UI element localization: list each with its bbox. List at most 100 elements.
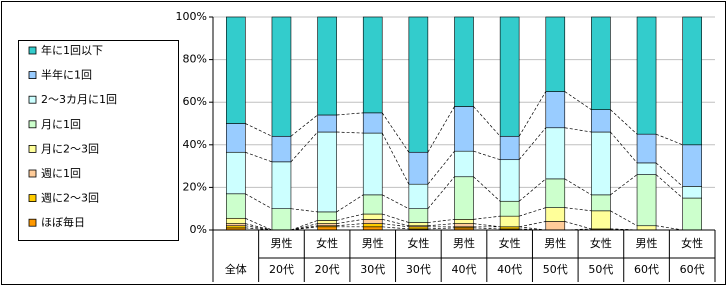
x-tick-label: 50代 [588,263,613,276]
bar-segment [454,223,474,228]
series-line [336,194,364,213]
x-tick-label: 女性 [590,236,612,250]
bar-segment [362,16,383,114]
legend-box [18,40,179,241]
bar-segment [591,109,611,133]
legend-label: 半年に1回 [41,68,92,82]
bar-segment [499,200,520,217]
bar-segment [499,159,520,202]
bar-segment [408,183,429,210]
bar-segment [226,16,246,124]
series-line [290,223,318,231]
bar-segment [454,150,474,178]
bar-segment [682,144,702,187]
series-line [382,226,409,230]
bar-segment [226,123,246,153]
series-line [382,219,409,227]
legend-label: 週に1回 [41,167,81,180]
legend-label: 2〜3カ月に1回 [41,93,117,106]
series-line [610,210,638,227]
bar-segment [545,178,566,208]
bar-segment [636,133,657,164]
series-line [336,213,364,221]
x-tick-label: 40代 [497,263,522,276]
bar-segment [682,186,702,199]
series-line [245,193,273,210]
x-tick-label: 男性 [453,236,475,250]
legend-label: 月に2〜3回 [41,142,99,155]
legend-label: 年に1回以下 [41,43,103,57]
x-tick-label: 60代 [680,263,705,276]
bar-segment [226,217,246,224]
series-line [473,176,501,202]
y-tick-label: 100% [176,10,207,23]
bar-segment [317,131,337,213]
series-line [336,112,364,116]
series-line [290,208,318,213]
legend-swatch [28,144,37,153]
series-line [518,91,547,137]
bar-segment [454,106,474,152]
x-tick-label: 女性 [407,236,429,250]
bar-segment [636,162,657,175]
x-tick-label: 男性 [544,236,566,250]
x-tick-label: 女性 [681,236,703,250]
bar-segment [408,151,429,185]
legend-swatch [28,95,37,104]
bar-segment [317,211,337,221]
series-line [290,114,318,137]
bar-segment [591,210,611,230]
series-line [473,227,501,230]
series-line [655,174,683,199]
x-tick-label: 男性 [636,236,658,250]
bar-segment [362,213,383,220]
bar-segment [591,16,611,110]
y-tick-label: 0% [190,223,207,236]
x-tick-label: 40代 [452,263,477,276]
legend-swatch [28,71,37,79]
bar-segment [317,223,337,227]
bar-segment [499,135,520,161]
bar-segment [545,91,566,129]
legend-swatch [28,120,37,129]
x-tick-label: 女性 [316,236,338,250]
legend-label: 月に1回 [41,118,81,131]
bar-segment [408,208,429,223]
x-tick-label: 20代 [315,263,340,276]
bar-segment [271,208,292,231]
y-tick-label: 20% [183,180,207,193]
bar-segment [408,222,429,227]
legend-swatch [28,46,37,55]
bar-segment [408,226,429,230]
bar-segment [362,219,383,224]
series-line [290,131,318,163]
series-line [610,109,638,135]
series-line [610,174,638,196]
bar-segment [317,220,337,224]
series-line [518,178,546,202]
series-line [473,223,501,228]
x-tick-label: 60代 [634,263,659,276]
series-line [381,112,410,153]
bar-segment [499,215,520,228]
series-line [336,131,364,134]
bar-segment [545,16,566,92]
legend-swatch [28,169,37,178]
bar-segment [454,16,474,107]
y-tick-label: 60% [183,95,207,108]
bar-segment [271,16,292,137]
series-line [382,194,410,210]
y-tick-label: 40% [183,138,207,151]
series-line [427,106,455,153]
bar-segment [317,114,337,133]
series-line [427,227,455,230]
bar-segment [226,223,246,227]
x-tick-label: 20代 [269,263,294,276]
y-tick-label: 80% [183,53,207,66]
x-tick-label: 全体 [225,262,247,276]
bar-segment [408,16,429,153]
bar-segment [226,193,246,219]
series-line [610,131,638,164]
series-line [290,226,318,231]
